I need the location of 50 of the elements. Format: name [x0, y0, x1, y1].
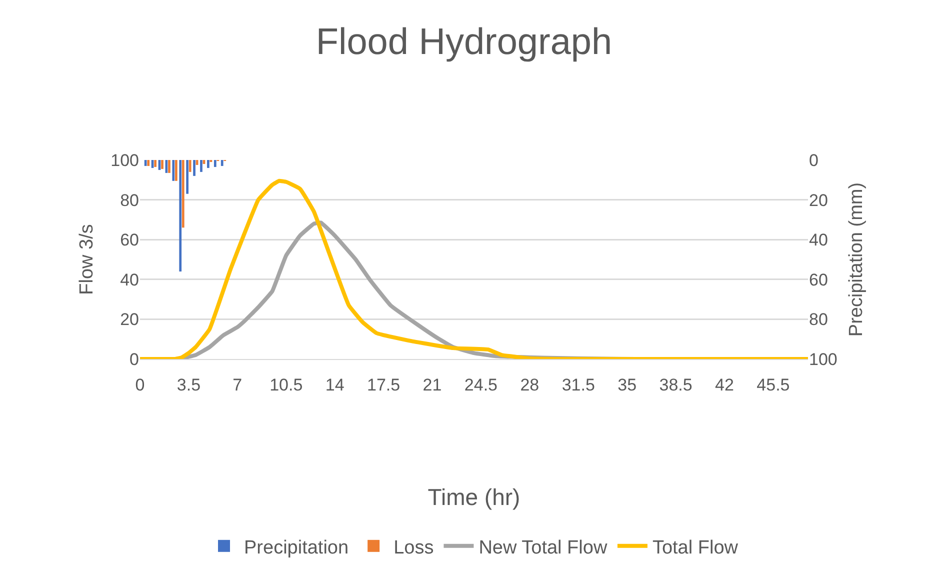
- bar: [214, 160, 216, 167]
- bar: [154, 160, 156, 167]
- bar: [220, 160, 224, 166]
- legend-label: Loss: [394, 537, 434, 558]
- y-tick-label: 80: [120, 190, 139, 210]
- x-tick-label: 3.5: [176, 375, 201, 394]
- bar: [168, 160, 170, 173]
- y2-tick-label: 20: [809, 190, 828, 210]
- x-tick-label: 14: [325, 375, 344, 394]
- x-tick-label: 24.5: [464, 375, 498, 394]
- bar: [188, 160, 192, 172]
- bar: [172, 160, 175, 181]
- x-tick-label: 38.5: [659, 375, 692, 394]
- y2-axis-title: Precipitation (mm): [846, 182, 868, 337]
- bar: [186, 160, 188, 194]
- y2-tick-label: 80: [809, 310, 828, 330]
- line-series: [140, 178, 808, 359]
- y2-tick-label: 0: [809, 150, 818, 170]
- x-tick-label: 7: [232, 375, 242, 394]
- bar: [175, 160, 178, 181]
- x-tick-label: 28: [520, 375, 540, 394]
- x-tick-label: 21: [422, 375, 442, 394]
- bar: [207, 160, 210, 168]
- bar: [193, 160, 196, 176]
- y-tick-label: 60: [120, 230, 139, 250]
- x-tick-label: 17.5: [366, 375, 400, 394]
- y-axis-title: Flow 3/s: [76, 224, 98, 295]
- bar: [147, 160, 150, 166]
- bar: [200, 160, 202, 172]
- y2-tick-label: 60: [809, 270, 828, 290]
- bar: [144, 160, 147, 166]
- y-tick-label: 20: [120, 310, 139, 330]
- bar: [179, 160, 182, 272]
- x-axis-title: Time (hr): [428, 484, 520, 510]
- y-tick-label: 100: [110, 150, 139, 170]
- legend-label: Total Flow: [652, 537, 738, 558]
- x-tick-label: 31.5: [562, 375, 595, 394]
- x-tick-label: 35: [618, 375, 637, 394]
- legend-label: Precipitation: [244, 537, 349, 558]
- x-tick-label: 42: [715, 375, 734, 394]
- y2-tick-label: 100: [809, 350, 838, 369]
- bar: [182, 160, 184, 228]
- y2-tick-label: 40: [809, 230, 828, 250]
- chart-title: Flood Hydrograph: [316, 20, 612, 62]
- y-tick-label: 40: [120, 270, 139, 290]
- bar: [161, 160, 164, 169]
- x-tick-label: 45.5: [756, 375, 790, 394]
- y-tick-label: 0: [130, 350, 139, 369]
- legend-label: New Total Flow: [478, 537, 608, 558]
- x-tick-label: 10.5: [270, 375, 303, 394]
